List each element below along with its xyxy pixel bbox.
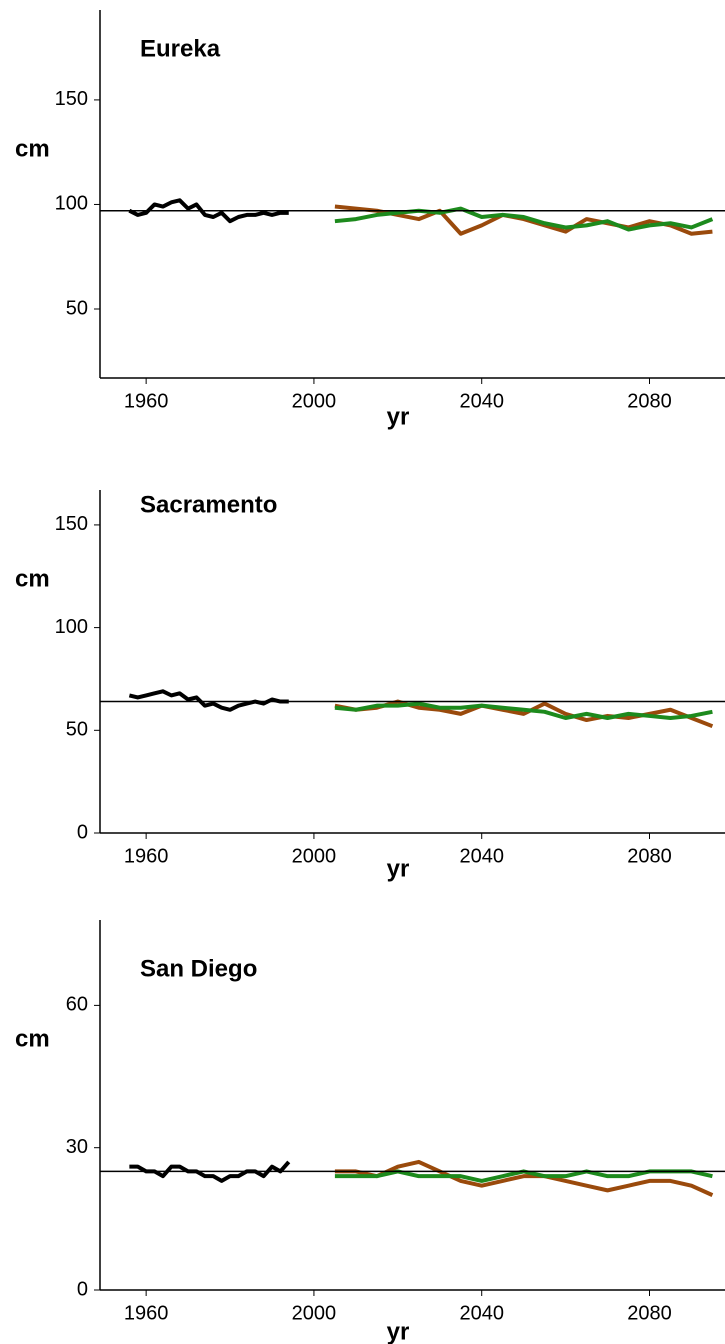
chart-title: Eureka bbox=[140, 35, 221, 62]
x-tick-label: 2000 bbox=[292, 390, 337, 412]
series-line bbox=[334, 206, 714, 232]
x-axis-label: yr bbox=[387, 1318, 410, 1344]
y-tick-label: 50 bbox=[66, 719, 88, 741]
y-tick-label: 150 bbox=[55, 88, 88, 110]
x-tick-label: 2080 bbox=[627, 390, 672, 412]
y-axis-label: cm bbox=[15, 135, 50, 162]
series-line bbox=[334, 204, 713, 236]
x-tick-label: 2000 bbox=[292, 845, 337, 867]
y-tick-label: 60 bbox=[66, 994, 88, 1016]
x-tick-label: 2040 bbox=[459, 390, 504, 412]
x-tick-label: 2080 bbox=[627, 1302, 672, 1324]
x-tick-label: 1960 bbox=[124, 390, 169, 412]
series-line bbox=[334, 1159, 714, 1197]
x-axis-label: yr bbox=[387, 403, 410, 430]
x-tick-label: 2040 bbox=[459, 1302, 504, 1324]
series-line bbox=[334, 701, 713, 720]
y-tick-label: 30 bbox=[66, 1136, 88, 1158]
y-tick-label: 150 bbox=[55, 513, 88, 535]
y-tick-label: 100 bbox=[55, 193, 88, 215]
y-axis-label: cm bbox=[15, 565, 50, 592]
x-tick-label: 2080 bbox=[627, 845, 672, 867]
x-tick-label: 2040 bbox=[459, 845, 504, 867]
y-tick-label: 0 bbox=[77, 821, 88, 843]
y-tick-label: 0 bbox=[77, 1278, 88, 1300]
y-tick-label: 100 bbox=[55, 616, 88, 638]
x-tick-label: 2000 bbox=[292, 1302, 337, 1324]
y-axis-label: cm bbox=[15, 1025, 50, 1052]
y-tick-label: 50 bbox=[66, 297, 88, 319]
chart-title: Sacramento bbox=[140, 491, 277, 518]
x-tick-label: 1960 bbox=[124, 1302, 169, 1324]
x-tick-label: 1960 bbox=[124, 845, 169, 867]
chart-title: San Diego bbox=[140, 955, 257, 982]
series-line bbox=[129, 1160, 291, 1183]
x-axis-label: yr bbox=[387, 855, 410, 882]
series-line bbox=[128, 689, 289, 712]
series-line bbox=[128, 198, 289, 224]
